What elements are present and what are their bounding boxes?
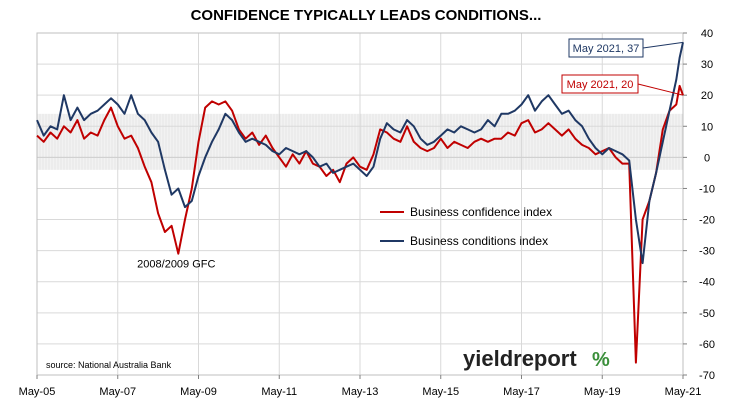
y-axis: 40 30 20 10 0 -10 -20 -30 -40 -50 -60 -70 — [683, 28, 715, 382]
chart-title: CONFIDENCE TYPICALLY LEADS CONDITIONS... — [190, 7, 542, 24]
x-tick-label: May-09 — [180, 386, 217, 398]
y-tick-label: 10 — [701, 121, 713, 133]
annotations: 2008/2009 GFC May 2021, 37 May 2021, 20 — [137, 38, 684, 271]
footer: source: National Australia Bank yieldrepo… — [46, 346, 610, 371]
series-lines — [36, 42, 684, 364]
legend-label: Business conditions index — [410, 234, 548, 248]
y-tick-label: -20 — [699, 215, 715, 227]
y-tick-label: -60 — [699, 339, 715, 351]
callout-confidence-label: May 2021, 20 — [567, 79, 634, 91]
y-tick-label: -30 — [699, 246, 715, 258]
legend-label: Business confidence index — [410, 205, 552, 219]
x-tick-label: May-13 — [342, 386, 379, 398]
y-tick-label: 0 — [704, 152, 710, 164]
x-tick-label: May-07 — [99, 386, 136, 398]
callout-confidence-box — [561, 74, 639, 94]
series-line-conditions — [36, 42, 684, 265]
x-tick-label: May-17 — [503, 386, 540, 398]
logo-text: yieldreport — [463, 346, 577, 371]
y-tick-label: 30 — [701, 59, 713, 71]
annotation-gfc: 2008/2009 GFC — [137, 259, 215, 271]
series-line-confidence — [36, 84, 684, 364]
y-tick-label: -50 — [699, 308, 715, 320]
x-axis: May-05 May-07 May-09 May-11 May-13 May-15 May-… — [19, 375, 702, 398]
y-tick-label: -70 — [699, 370, 715, 382]
y-tick-label: -40 — [699, 277, 715, 289]
y-tick-label: 40 — [701, 28, 713, 40]
x-tick-label: May-11 — [261, 386, 297, 398]
logo-percent-icon: % — [592, 349, 610, 371]
legend: Business confidence index Business condit… — [380, 205, 552, 248]
source-note: source: National Australia Bank — [46, 360, 172, 370]
x-tick-label: May-19 — [584, 386, 621, 398]
x-tick-label: May-05 — [19, 386, 56, 398]
callout-conditions-box — [568, 38, 644, 58]
x-tick-label: May-15 — [422, 386, 459, 398]
callout-conditions-leader — [642, 41, 684, 49]
y-tick-label: 20 — [701, 90, 713, 102]
y-tick-label: -10 — [699, 183, 715, 195]
callout-conditions-label: May 2021, 37 — [573, 43, 640, 55]
callout-confidence-leader — [637, 83, 684, 96]
x-tick-label: May-21 — [665, 386, 702, 398]
